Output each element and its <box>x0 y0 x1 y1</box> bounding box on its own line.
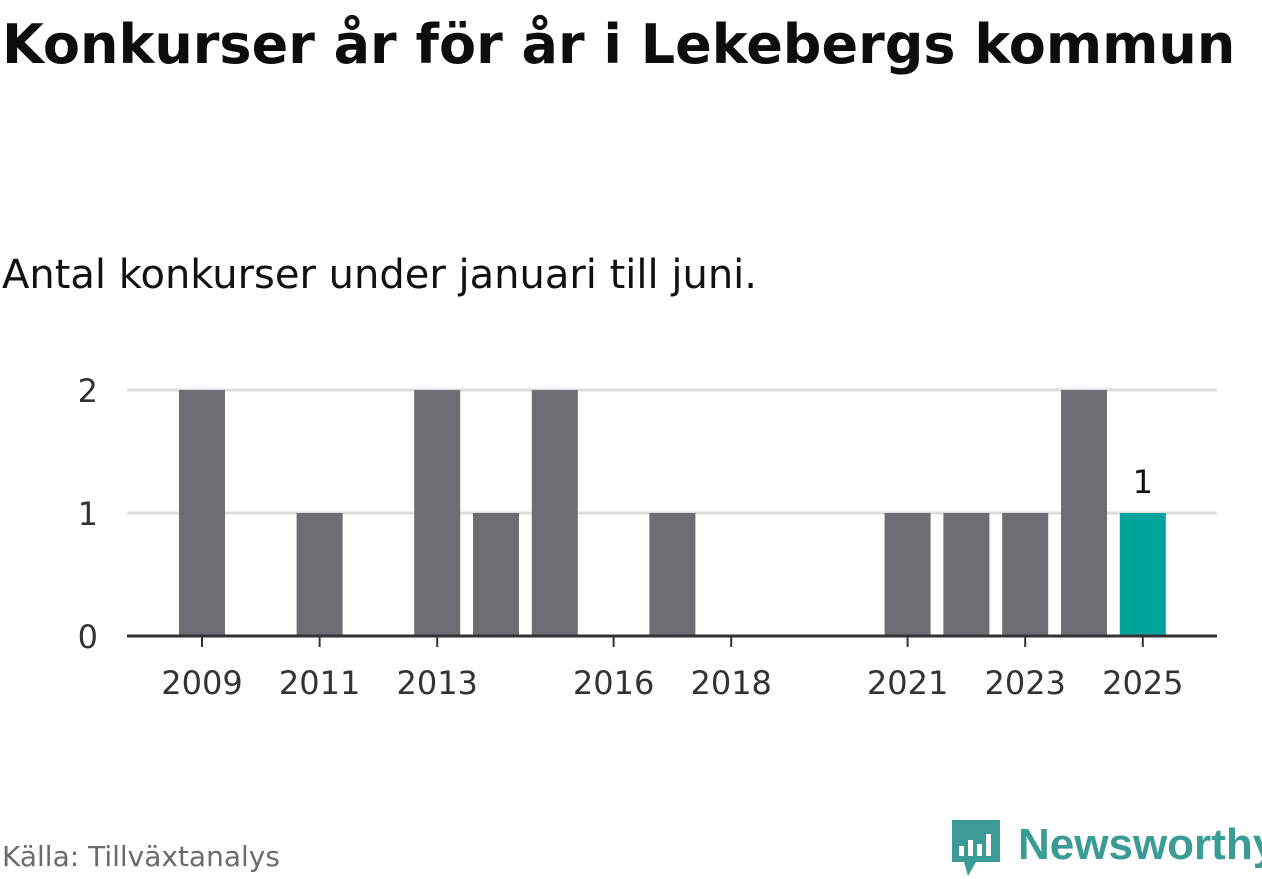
chart-title: Konkurser år för år i Lekebergs kommun <box>2 13 1236 76</box>
newsworthy-logo: Newsworthy <box>950 818 1262 878</box>
x-tick-label: 2023 <box>984 664 1065 702</box>
x-tick-label: 2009 <box>161 664 242 702</box>
brand-name: Newsworthy <box>1018 820 1262 869</box>
bar-chart: 0 1 2 2009 2011 2013 2016 2018 2021 2023 2025 1 <box>78 372 1217 702</box>
bar <box>884 513 931 636</box>
bar <box>473 513 519 636</box>
bar <box>943 513 990 636</box>
x-tick-label: 2021 <box>867 664 948 702</box>
y-tick-label: 2 <box>78 372 98 410</box>
y-tick-label: 1 <box>78 495 98 533</box>
data-label: 1 <box>1133 463 1153 501</box>
x-tick-label: 2013 <box>396 664 477 702</box>
x-tick-label: 2016 <box>573 664 654 702</box>
x-tick-label: 2011 <box>279 664 360 702</box>
chart-subtitle: Antal konkurser under januari till juni. <box>2 252 757 298</box>
bar <box>1002 513 1049 636</box>
bar <box>1119 513 1166 636</box>
y-tick-label: 0 <box>78 618 98 656</box>
bar <box>414 390 461 636</box>
bar <box>1061 390 1107 636</box>
bar <box>649 513 696 636</box>
bar <box>179 390 225 636</box>
x-tick-label: 2025 <box>1102 664 1183 702</box>
bar <box>296 513 343 636</box>
source-note: Källa: Tillväxtanalys <box>2 840 280 873</box>
bar <box>531 390 578 636</box>
x-tick-label: 2018 <box>690 664 771 702</box>
bar-chart-logo-icon <box>952 820 1000 876</box>
